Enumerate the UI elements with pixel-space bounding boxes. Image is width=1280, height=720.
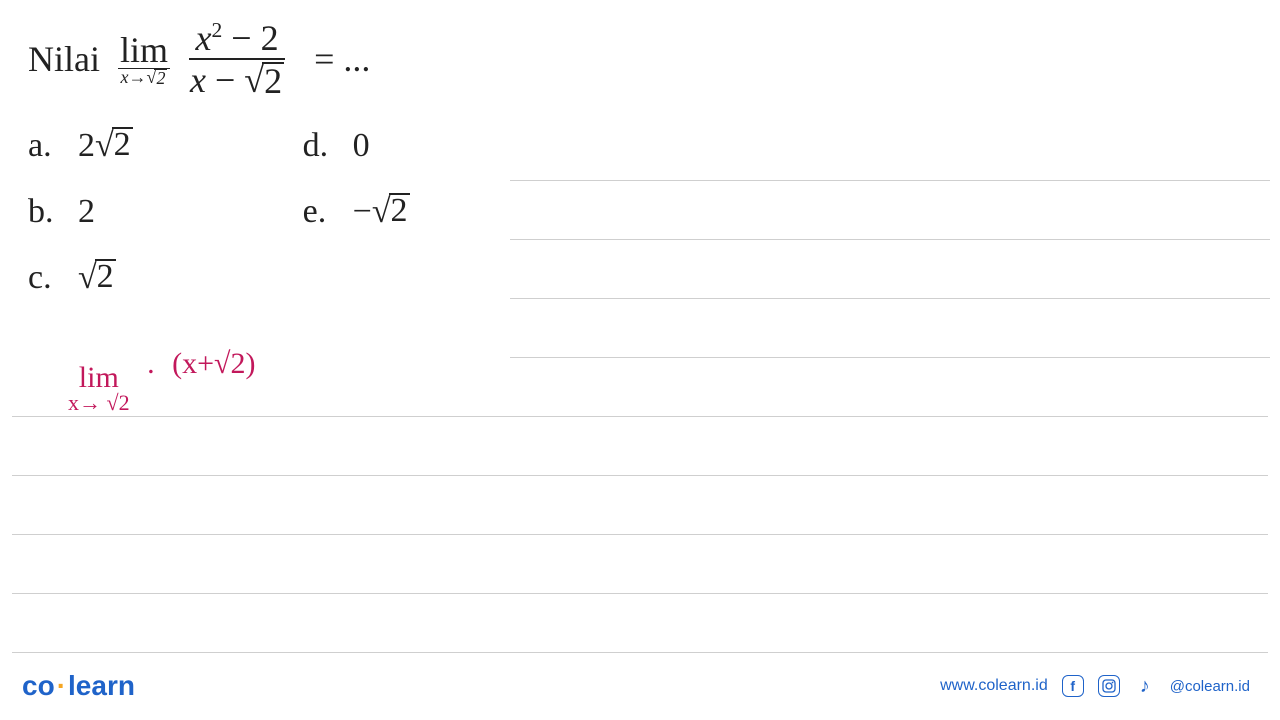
instagram-icon bbox=[1098, 675, 1120, 697]
footer: co·learn www.colearn.id f ♪ @colearn.id bbox=[0, 670, 1280, 702]
question: Nilai lim x→√2 x2 − 2 x − √2 = ... bbox=[28, 20, 1258, 98]
hand-expr: (x+√2) bbox=[172, 347, 255, 380]
ruled-lines-full bbox=[12, 390, 1268, 653]
fraction: x2 − 2 x − √2 bbox=[184, 20, 290, 98]
numerator: x2 − 2 bbox=[189, 20, 284, 60]
ruled-lines-right bbox=[510, 170, 1270, 358]
hand-lim-sub: x→ √2 bbox=[68, 393, 130, 413]
denominator: x − √2 bbox=[184, 60, 290, 98]
hand-lim: lim bbox=[79, 364, 119, 391]
hand-dot: . bbox=[147, 347, 155, 380]
limit-operator: lim x→√2 bbox=[118, 32, 170, 87]
option-c: c. √2 bbox=[28, 254, 133, 302]
option-b: b. 2 bbox=[28, 188, 133, 236]
lim-subscript: x→√2 bbox=[121, 68, 168, 87]
equals: = ... bbox=[314, 38, 370, 80]
footer-url: www.colearn.id bbox=[940, 677, 1048, 695]
option-d: d. 0 bbox=[303, 122, 410, 170]
option-a: a. 2√2 bbox=[28, 122, 133, 170]
logo: co·learn bbox=[22, 670, 135, 702]
lim-word: lim bbox=[118, 32, 170, 69]
facebook-icon: f bbox=[1062, 675, 1084, 697]
tiktok-icon: ♪ bbox=[1134, 675, 1156, 697]
option-e: e. −√2 bbox=[303, 188, 410, 236]
footer-handle: @colearn.id bbox=[1170, 678, 1250, 695]
prefix: Nilai bbox=[28, 38, 100, 80]
handwriting: lim x→ √2 . (x+√2) bbox=[68, 355, 255, 413]
